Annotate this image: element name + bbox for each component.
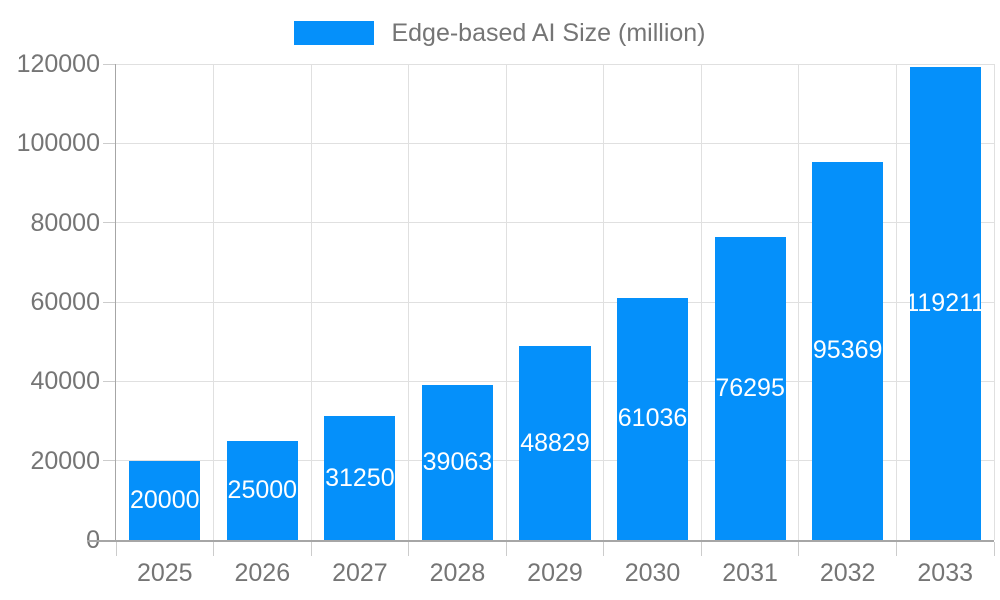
x-axis-label: 2033 bbox=[917, 559, 974, 587]
bar-value-label: 61036 bbox=[617, 404, 688, 433]
y-axis-label: 20000 bbox=[30, 446, 100, 475]
y-axis-line bbox=[115, 64, 116, 542]
x-axis-tick bbox=[408, 542, 410, 556]
x-axis-label: 2032 bbox=[819, 559, 876, 587]
gridline-vertical bbox=[505, 64, 507, 540]
x-axis-label: 2027 bbox=[332, 559, 388, 587]
x-axis-tick bbox=[505, 542, 507, 556]
gridline-horizontal bbox=[116, 222, 994, 224]
x-axis-label: 2029 bbox=[527, 559, 583, 587]
legend-label: Edge-based AI Size (million) bbox=[391, 19, 706, 47]
x-axis-tick bbox=[993, 542, 995, 556]
x-axis-tick bbox=[603, 542, 605, 556]
y-axis-tick bbox=[103, 460, 116, 462]
y-axis-label: 0 bbox=[0, 525, 100, 555]
bar-value-label: 20000 bbox=[129, 485, 200, 514]
bar[interactable]: 25000 bbox=[226, 440, 298, 540]
y-axis-tick bbox=[103, 63, 116, 65]
y-axis-tick bbox=[103, 222, 116, 224]
y-axis-label: 100000 bbox=[16, 129, 100, 158]
x-axis-label: 2030 bbox=[624, 559, 681, 587]
bar[interactable]: 48829 bbox=[519, 346, 591, 540]
gridline-vertical bbox=[993, 64, 995, 540]
bar[interactable]: 61036 bbox=[616, 297, 689, 540]
gridline-vertical bbox=[310, 64, 312, 540]
y-axis-label: 120000 bbox=[16, 50, 100, 78]
x-axis-tick bbox=[310, 542, 312, 556]
legend[interactable]: Edge-based AI Size (million) bbox=[0, 18, 1000, 48]
x-axis-line bbox=[87, 540, 994, 542]
x-axis-label: 2031 bbox=[722, 559, 778, 587]
bar[interactable]: 31250 bbox=[324, 416, 396, 540]
gridline-horizontal bbox=[116, 142, 994, 144]
gridline-horizontal bbox=[116, 301, 994, 303]
y-axis-label: 40000 bbox=[30, 367, 100, 396]
x-axis-tick bbox=[895, 542, 897, 556]
bar-value-label: 39063 bbox=[422, 448, 493, 477]
bar[interactable]: 76295 bbox=[714, 237, 786, 540]
y-axis-label: 80000 bbox=[30, 208, 100, 237]
gridline-vertical bbox=[213, 64, 215, 540]
gridline-vertical bbox=[408, 64, 410, 540]
bar-value-label: 119211 bbox=[905, 289, 986, 318]
y-axis-label: 60000 bbox=[30, 288, 100, 316]
gridline-horizontal bbox=[116, 63, 994, 65]
x-axis-label: 2028 bbox=[429, 559, 486, 587]
gridline-vertical bbox=[700, 64, 702, 540]
gridline-vertical bbox=[895, 64, 897, 540]
x-axis-label: 2026 bbox=[234, 559, 291, 587]
bar-value-label: 31250 bbox=[325, 463, 395, 492]
x-axis-tick bbox=[798, 542, 800, 556]
bar-value-label: 76295 bbox=[715, 374, 785, 403]
bar-value-label: 25000 bbox=[227, 475, 298, 504]
x-axis-tick bbox=[213, 542, 215, 556]
bar[interactable]: 20000 bbox=[129, 460, 201, 540]
y-axis-tick bbox=[103, 301, 116, 303]
y-axis-tick bbox=[103, 380, 116, 382]
bar-value-label: 95369 bbox=[812, 336, 883, 365]
gridline-vertical bbox=[603, 64, 605, 540]
bar-value-label: 48829 bbox=[520, 428, 590, 457]
legend-swatch-icon bbox=[294, 21, 375, 45]
bar[interactable]: 95369 bbox=[812, 161, 884, 540]
x-axis-tick bbox=[700, 542, 702, 556]
y-axis-tick bbox=[103, 142, 116, 144]
x-axis-tick bbox=[115, 542, 117, 556]
bar[interactable]: 39063 bbox=[421, 385, 494, 540]
bar[interactable]: 119211 bbox=[905, 67, 985, 540]
gridline-vertical bbox=[798, 64, 800, 540]
x-axis-label: 2025 bbox=[136, 559, 193, 587]
